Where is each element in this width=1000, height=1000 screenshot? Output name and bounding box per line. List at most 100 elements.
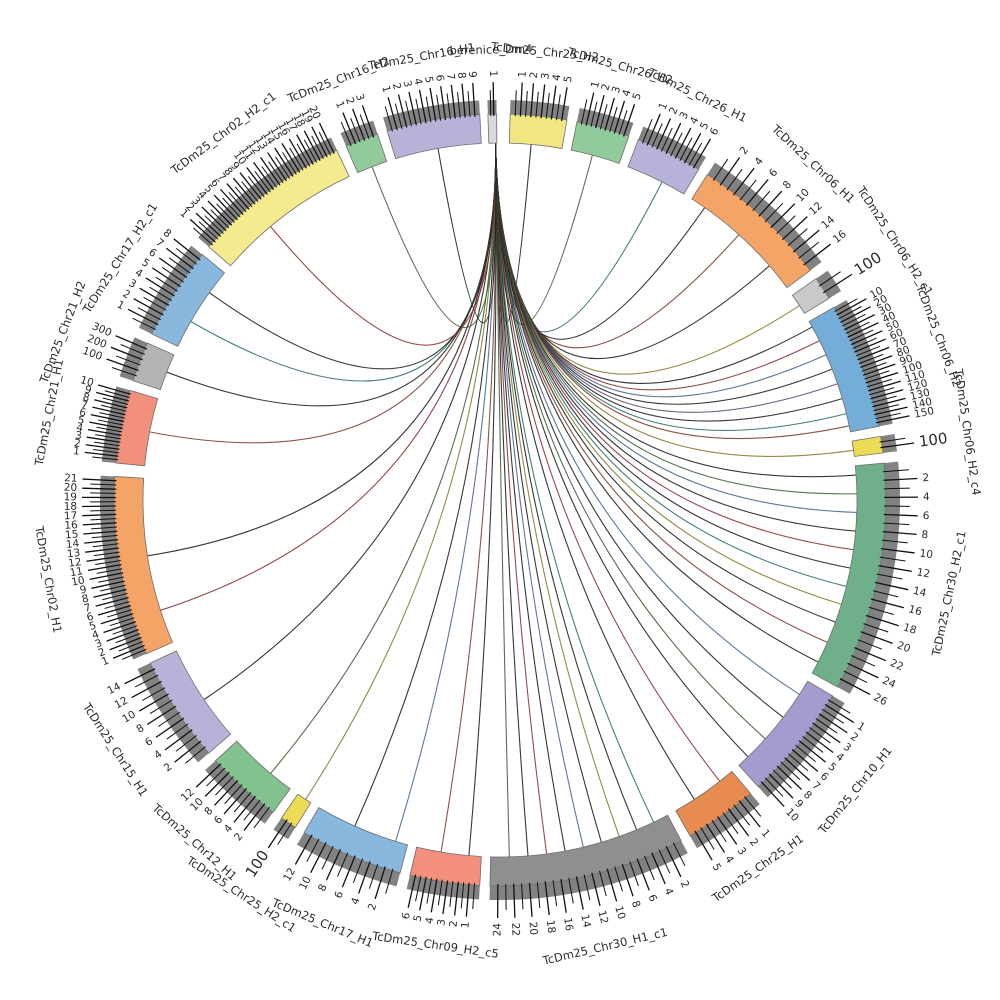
tick-minor	[787, 228, 808, 247]
tick-major	[195, 763, 222, 788]
tick-minor	[216, 203, 235, 223]
tick-major	[83, 530, 118, 535]
tick-minor	[90, 526, 117, 530]
tick-minor	[96, 426, 123, 433]
link-chord	[495, 143, 749, 758]
tick-minor	[149, 286, 173, 302]
link-chord	[305, 143, 497, 800]
tick-major	[803, 243, 831, 266]
tick-label: 12	[916, 566, 931, 580]
segment-label: TcDm25_Chr06_H2_c4	[951, 367, 983, 496]
tick-label: 1	[72, 445, 80, 458]
segment-label: TcDm25_Chr10_H1	[815, 744, 895, 837]
tick-label: 9	[466, 71, 478, 78]
tick-minor	[712, 158, 729, 181]
tick-major	[288, 138, 308, 169]
tick-minor	[115, 355, 141, 366]
tick-minor	[134, 674, 159, 688]
tick-minor	[425, 96, 432, 123]
tick-major	[818, 713, 848, 734]
tick-minor	[224, 784, 243, 805]
tick-minor	[688, 142, 703, 166]
tick-minor	[234, 186, 253, 208]
tick-label: 140	[911, 396, 933, 412]
tick-minor	[651, 123, 663, 148]
tick-major	[854, 647, 887, 662]
segment-arc	[409, 846, 482, 886]
tick-minor	[143, 296, 167, 311]
tick-minor	[838, 306, 862, 320]
tick-major	[694, 830, 713, 861]
tick-minor	[405, 100, 413, 127]
tick-label: 18	[64, 501, 78, 513]
tick-label: 3	[127, 277, 139, 291]
tick-major	[106, 358, 139, 372]
tick-minor	[739, 179, 757, 201]
tick-label: 2	[73, 437, 81, 450]
tick-minor	[521, 883, 524, 910]
tick-minor	[318, 131, 332, 156]
tick-major	[768, 773, 794, 799]
tick-minor	[821, 708, 845, 724]
tick-minor	[303, 139, 318, 163]
tick-minor	[91, 534, 118, 539]
tick-minor	[869, 387, 895, 396]
tick-minor	[852, 337, 877, 349]
tick-major	[839, 678, 871, 696]
tick-minor	[568, 877, 574, 904]
tick-major	[453, 881, 459, 916]
tick-label: 2	[366, 902, 379, 912]
tick-major	[243, 803, 266, 831]
tick-label: 7	[80, 399, 89, 412]
tick-minor	[873, 404, 899, 412]
tick-major	[164, 729, 193, 751]
tick-minor	[157, 711, 181, 727]
tick-minor	[795, 744, 816, 763]
segment-outer-band	[383, 100, 480, 131]
tick-label: 6	[400, 911, 413, 920]
tick-label: 21	[64, 472, 78, 485]
tick-major	[93, 588, 127, 598]
tick-minor	[467, 91, 471, 118]
tick-label: 1	[759, 827, 773, 840]
tick-label: 24	[880, 674, 897, 691]
tick-major	[84, 538, 119, 544]
tick-label: 20	[526, 921, 539, 935]
tick-major	[429, 87, 437, 122]
tick-label: 4	[688, 115, 702, 127]
tick-major	[442, 880, 449, 915]
tick-minor	[94, 441, 120, 447]
segment-arc	[811, 462, 887, 688]
tick-major	[85, 444, 120, 450]
tick-major	[540, 84, 546, 119]
tick-major	[106, 629, 139, 642]
segment-arc	[132, 342, 175, 391]
tick-major	[461, 83, 466, 118]
tick-minor	[776, 215, 796, 235]
tick-minor	[277, 822, 293, 845]
tick-minor	[436, 94, 442, 121]
tick-major	[174, 740, 202, 763]
tick-minor	[670, 132, 683, 157]
tick-label: 2	[738, 144, 752, 156]
tick-minor	[733, 804, 750, 826]
tick-minor	[90, 509, 117, 512]
tick-label: 10	[868, 285, 885, 302]
segment-outer-band	[690, 793, 760, 849]
tick-minor	[879, 437, 906, 443]
tick-major	[115, 335, 148, 350]
tick-major	[246, 167, 268, 195]
link-chord	[270, 143, 497, 774]
tick-label: 2	[447, 920, 460, 928]
tick-major	[665, 845, 682, 878]
tick-minor	[599, 870, 607, 897]
tick-major	[419, 876, 427, 911]
tick-label: 4	[551, 73, 564, 82]
tick-minor	[871, 395, 897, 404]
tick-label: 6	[143, 735, 156, 749]
tick-label: 16	[561, 917, 575, 932]
tick-label: 5	[88, 619, 98, 632]
segment-outer-band	[816, 270, 842, 299]
tick-minor	[206, 767, 226, 787]
tick-label: 6	[767, 166, 781, 179]
